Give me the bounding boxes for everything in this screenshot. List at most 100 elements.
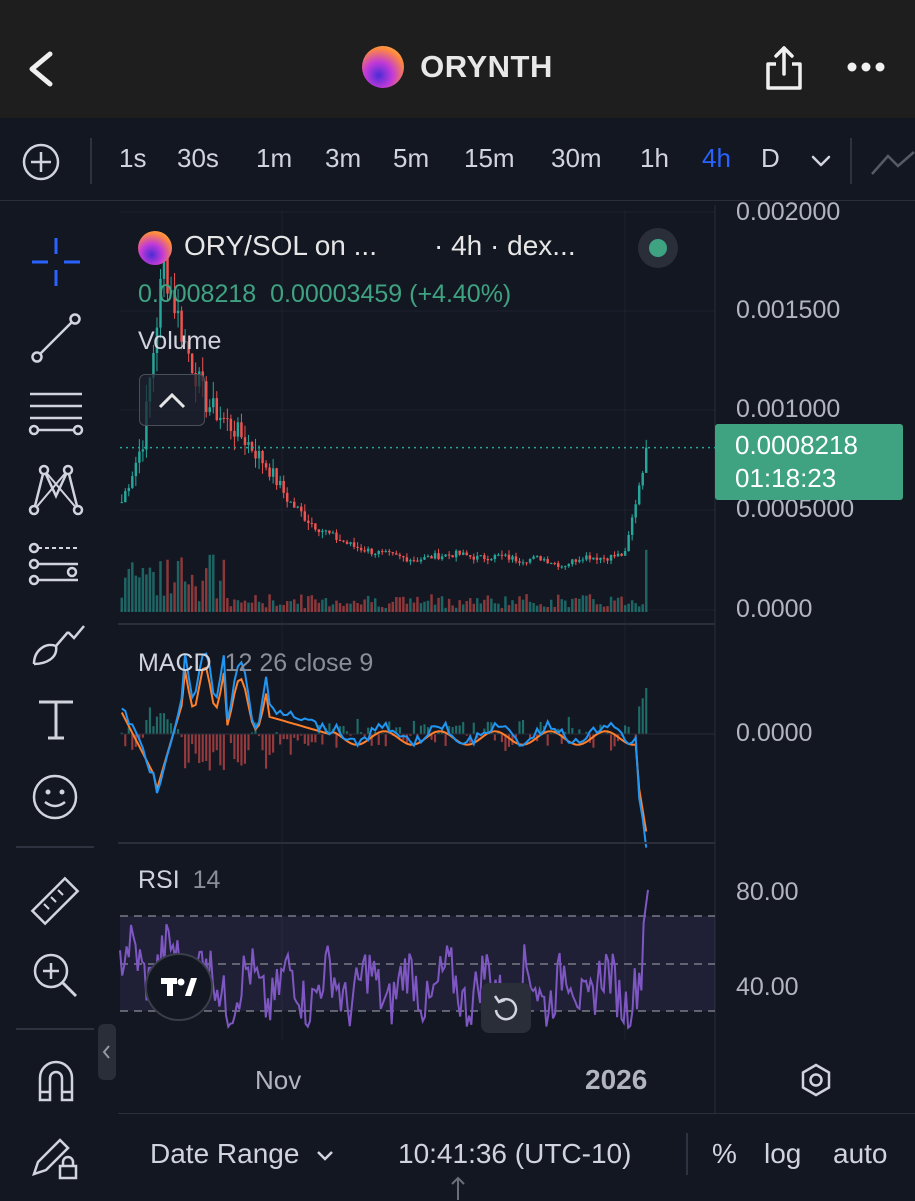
rsi-legend[interactable]: RSI 14	[138, 866, 220, 895]
candle-body	[420, 560, 422, 562]
macd-histogram-bar	[205, 734, 207, 761]
candle-body	[550, 563, 552, 564]
macd-params: 12 26 close 9	[225, 649, 374, 677]
volume-bar	[279, 605, 281, 612]
candle-body	[434, 553, 436, 558]
candle-body	[363, 550, 365, 551]
macd-histogram-bar	[494, 734, 496, 740]
collapse-legend-button[interactable]	[139, 374, 205, 426]
candle-body	[416, 561, 418, 562]
volume-bar	[247, 603, 249, 612]
volume-bar	[641, 604, 643, 612]
candle-body	[399, 555, 401, 556]
candle-body	[237, 422, 239, 436]
macd-histogram-bar	[269, 734, 271, 755]
volume-bar	[360, 604, 362, 612]
macd-histogram-bar	[571, 728, 573, 734]
candle-body	[321, 531, 323, 532]
candle-body	[205, 381, 207, 412]
candle-body	[504, 555, 506, 556]
volume-bar	[226, 598, 228, 612]
candle-body	[318, 529, 320, 532]
candle-body	[279, 481, 281, 485]
candle-body	[258, 451, 260, 458]
candle-body	[543, 559, 545, 560]
candle-body	[634, 504, 636, 517]
pane-divider[interactable]	[118, 623, 715, 625]
volume-bar	[458, 600, 460, 612]
volume-bar	[557, 595, 559, 612]
volume-bar	[121, 598, 123, 612]
volume-bar	[187, 584, 189, 612]
auto-scale-toggle[interactable]: auto	[833, 1138, 888, 1170]
candle-body	[360, 548, 362, 550]
volume-bar	[631, 600, 633, 612]
volume-bar	[223, 560, 225, 612]
macd-histogram-bar	[610, 734, 612, 751]
macd-histogram-bar	[385, 734, 387, 746]
macd-histogram-bar	[188, 734, 190, 763]
market-status-badge[interactable]	[638, 228, 678, 268]
volume-bar	[451, 605, 453, 612]
symbol-legend[interactable]: ORY/SOL on ... · 4h · dex...	[138, 228, 680, 264]
volume-bar	[599, 604, 601, 612]
volume-bar	[508, 605, 510, 612]
volume-bar	[515, 604, 517, 612]
candle-body	[314, 523, 316, 529]
timezone-clock[interactable]: 10:41:36 (UTC-10)	[398, 1138, 631, 1170]
macd-histogram-bar	[314, 734, 316, 742]
volume-bar	[332, 604, 334, 612]
volume-bar	[367, 596, 369, 612]
volume-bar	[553, 607, 555, 612]
volume-bar	[173, 582, 175, 612]
volume-bar	[205, 568, 207, 612]
candle-body	[645, 448, 647, 473]
percent-scale-toggle[interactable]: %	[712, 1138, 737, 1170]
macd-histogram-bar	[423, 724, 425, 734]
candle-body	[617, 554, 619, 557]
macd-histogram-bar	[191, 734, 193, 744]
candle-body	[335, 533, 337, 540]
volume-bar	[501, 608, 503, 612]
volume-bar	[163, 596, 165, 612]
time-tick: Nov	[255, 1065, 301, 1096]
volume-bar	[240, 603, 242, 612]
date-range-label: Date Range	[150, 1138, 299, 1169]
candle-body	[124, 491, 126, 502]
volume-bar	[346, 603, 348, 612]
volume-bar	[416, 597, 418, 612]
volume-bar	[627, 604, 629, 612]
volume-bar	[585, 596, 587, 612]
macd-histogram-bar	[212, 734, 214, 752]
macd-histogram-bar	[170, 723, 172, 734]
macd-signal-line	[122, 668, 646, 832]
macd-histogram-bar	[177, 729, 179, 734]
volume-bar	[606, 606, 608, 612]
candle-body	[409, 560, 411, 561]
volume-bar	[335, 601, 337, 612]
rsi-lower-tick: 40.00	[736, 973, 799, 1002]
candle-body	[339, 540, 341, 541]
reset-chart-button[interactable]	[481, 983, 531, 1033]
tradingview-logo[interactable]	[145, 953, 213, 1021]
chart-settings-icon[interactable]	[798, 1062, 834, 1098]
macd-legend[interactable]: MACD 12 26 close 9	[138, 649, 373, 678]
date-range-button[interactable]: Date Range	[150, 1138, 335, 1170]
candle-body	[571, 559, 573, 564]
log-scale-toggle[interactable]: log	[764, 1138, 801, 1170]
candle-body	[641, 473, 643, 486]
pane-divider[interactable]	[118, 842, 715, 844]
candle-body	[553, 563, 555, 564]
volume-bar	[124, 578, 126, 612]
volume-bar	[212, 555, 214, 612]
candle-body	[536, 556, 538, 557]
macd-histogram-bar	[265, 734, 267, 769]
symbol-interval: · 4h · dex...	[434, 230, 576, 262]
volume-bar	[145, 574, 147, 612]
macd-histogram-bar	[163, 713, 165, 734]
price-tick: 0.0000	[736, 595, 812, 624]
macd-histogram-bar	[283, 734, 285, 739]
volume-bar	[634, 603, 636, 612]
candle-body	[638, 486, 640, 505]
candle-body	[465, 553, 467, 556]
